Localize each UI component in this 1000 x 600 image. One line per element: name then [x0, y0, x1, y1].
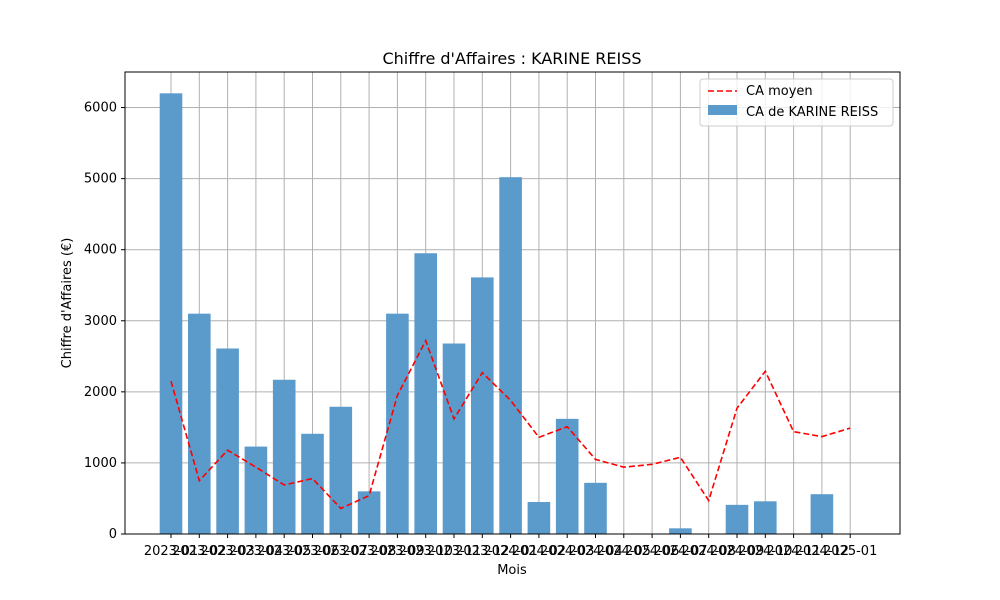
x-tick-label: 2023-05	[257, 544, 311, 559]
bar-2024-07	[669, 528, 692, 534]
x-tick-label: 2023-09	[370, 544, 424, 559]
y-tick-label: 2000	[84, 385, 117, 400]
axes: 01000200030004000500060002023-012023-022…	[84, 101, 877, 559]
x-tick-label: 2024-08	[682, 544, 736, 559]
legend-box	[699, 78, 894, 127]
bar-2023-01	[159, 93, 183, 535]
bar-2023-06	[301, 433, 324, 534]
bar-series	[159, 93, 834, 535]
legend-label-ca-moyen: CA moyen	[746, 84, 813, 99]
x-tick-label: 2024-05	[597, 544, 651, 559]
y-tick-label: 6000	[84, 101, 117, 116]
x-tick-label: 2024-10	[738, 544, 792, 559]
y-tick-label: 4000	[84, 243, 117, 258]
x-tick-label: 2024-09	[710, 544, 764, 559]
x-tick-label: 2024-03	[540, 544, 594, 559]
x-tick-label: 2024-12	[795, 544, 849, 559]
y-tick-label: 0	[109, 527, 117, 542]
x-tick-label: 2023-11	[427, 544, 481, 559]
y-tick-label: 5000	[84, 172, 117, 187]
bar-2023-08	[357, 491, 381, 534]
chart-title: Chiffre d'Affaires : KARINE REISS	[382, 49, 641, 68]
x-tick-label: 2023-04	[229, 544, 283, 559]
bar-2023-07	[329, 406, 353, 534]
y-axis-label: Chiffre d'Affaires (€)	[60, 238, 75, 369]
y-tick-label: 1000	[84, 456, 117, 471]
bar-2023-05	[272, 379, 296, 534]
bar-2024-10	[754, 501, 777, 534]
bar-2024-03	[555, 418, 579, 534]
bar-2023-10	[414, 253, 437, 534]
x-tick-label: 2024-07	[653, 544, 707, 559]
x-axis-label: Mois	[497, 563, 527, 578]
legend: CA moyen CA de KARINE REISS	[699, 78, 894, 127]
bar-2023-03	[216, 348, 239, 534]
x-tick-label: 2023-06	[285, 544, 339, 559]
x-tick-label: 2023-01	[144, 544, 198, 559]
bar-2023-02	[188, 313, 211, 534]
bar-2024-01	[499, 177, 522, 534]
x-tick-label: 2025-01	[823, 544, 877, 559]
bar-2024-02	[527, 502, 551, 534]
x-tick-label: 2023-07	[314, 544, 368, 559]
x-tick-label: 2023-02	[172, 544, 226, 559]
plot-frame	[124, 71, 901, 535]
bar-2023-04	[244, 446, 268, 534]
x-tick-label: 2023-03	[200, 544, 254, 559]
bar-2024-04	[584, 482, 607, 534]
legend-bar-swatch	[708, 105, 737, 115]
x-tick-label: 2024-01	[483, 544, 537, 559]
x-tick-label: 2023-08	[342, 544, 396, 559]
x-tick-label: 2023-12	[455, 544, 509, 559]
x-tick-label: 2024-11	[766, 544, 820, 559]
bar-2024-09	[725, 504, 749, 534]
bar-2023-11	[442, 343, 466, 534]
x-tick-label: 2023-10	[399, 544, 453, 559]
bar-2024-12	[810, 494, 834, 534]
line-series	[170, 338, 851, 510]
y-tick-label: 3000	[84, 314, 117, 329]
x-tick-label: 2024-02	[512, 544, 566, 559]
x-tick-label: 2024-04	[568, 544, 622, 559]
bar-2023-09	[386, 313, 409, 534]
bar-2023-12	[471, 277, 494, 534]
legend-label-ca-karine: CA de KARINE REISS	[746, 105, 878, 120]
x-tick-label: 2024-06	[625, 544, 679, 559]
